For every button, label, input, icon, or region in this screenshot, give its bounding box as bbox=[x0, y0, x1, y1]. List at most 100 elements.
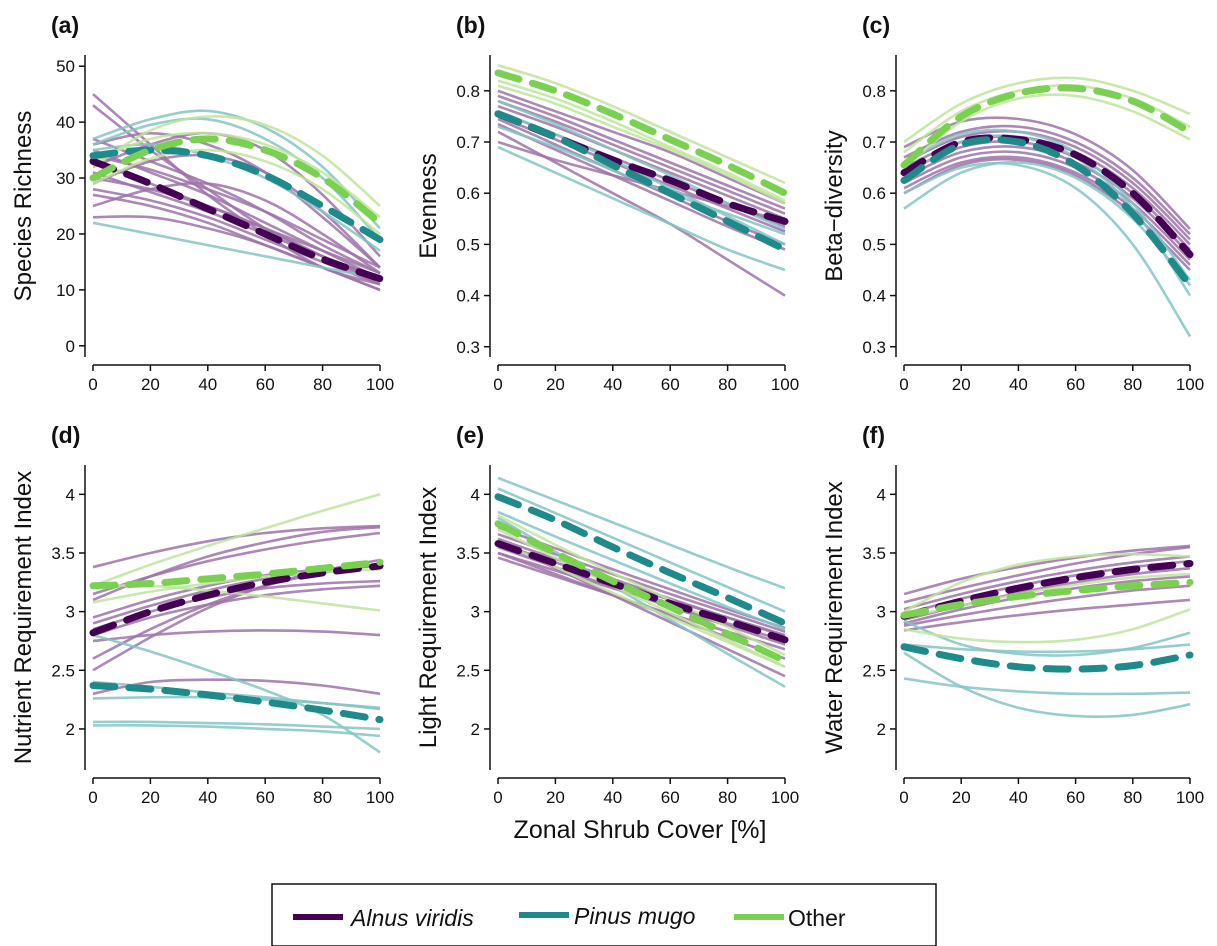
panel-f: 0 20 40 60 80 100 2 2.5 3 3.5 4 Water Requirement I… bbox=[821, 422, 1204, 807]
legend-label-alnus: Alnus viridis bbox=[349, 905, 474, 931]
individual-curve-alnus bbox=[497, 525, 786, 630]
individual-curve-alnus bbox=[903, 555, 1191, 611]
individual-curve-alnus bbox=[497, 94, 786, 210]
y-tick-label: 3 bbox=[471, 603, 480, 622]
mean-curve-other bbox=[89, 135, 384, 227]
x-tick-label: 80 bbox=[313, 375, 332, 394]
individual-curve-pinus bbox=[92, 633, 381, 754]
y-tick-label: 0 bbox=[66, 337, 75, 356]
y-tick-label: 0.5 bbox=[862, 235, 886, 254]
x-tick-label: 20 bbox=[546, 788, 565, 807]
x-tick-label: 60 bbox=[661, 375, 680, 394]
individual-curve-alnus bbox=[92, 584, 381, 637]
individual-curve-alnus bbox=[903, 124, 1191, 236]
individual-curve-alnus bbox=[92, 524, 381, 569]
individual-curve-other bbox=[497, 528, 786, 668]
x-tick-label: 0 bbox=[88, 375, 97, 394]
shared-x-axis-label: Zonal Shrub Cover [%] bbox=[514, 816, 767, 844]
y-axis-label: Evenness bbox=[415, 153, 442, 258]
mean-curve-other bbox=[900, 578, 1194, 619]
x-tick-label: 40 bbox=[198, 375, 217, 394]
individual-curve-pinus bbox=[497, 487, 786, 613]
panel-label: (b) bbox=[456, 12, 485, 38]
individual-curve-pinus bbox=[903, 619, 1191, 657]
individual-curve-pinus bbox=[903, 643, 1191, 654]
mean-curve-alnus bbox=[900, 134, 1194, 259]
x-tick-label: 40 bbox=[603, 788, 622, 807]
x-tick-label: 0 bbox=[493, 788, 502, 807]
mean-curve-alnus bbox=[89, 157, 384, 283]
individual-curve-pinus bbox=[92, 720, 381, 731]
y-axis-label: Light Requirement Index bbox=[415, 487, 442, 749]
individual-curve-pinus bbox=[903, 161, 1191, 287]
x-tick-label: 20 bbox=[952, 788, 971, 807]
individual-curve-alnus bbox=[903, 584, 1191, 627]
y-tick-label: 0.7 bbox=[456, 133, 480, 152]
y-tick-label: 0.8 bbox=[456, 82, 480, 101]
y-tick-label: 0.3 bbox=[456, 338, 480, 357]
panel-e: 0 20 40 60 80 100 2 2.5 3 3.5 4 Light Requirement I… bbox=[415, 422, 799, 807]
mean-curve-other bbox=[494, 520, 789, 665]
y-tick-label: 2 bbox=[66, 720, 75, 739]
x-tick-label: 60 bbox=[1066, 375, 1085, 394]
x-tick-label: 100 bbox=[771, 788, 799, 807]
individual-curve-pinus bbox=[903, 128, 1192, 281]
x-tick-label: 20 bbox=[141, 375, 160, 394]
individual-curve-pinus bbox=[497, 476, 786, 590]
individual-curve-other bbox=[497, 514, 786, 657]
x-tick-label: 20 bbox=[952, 375, 971, 394]
individual-curve-alnus bbox=[92, 525, 381, 602]
y-tick-label: 2 bbox=[471, 720, 480, 739]
mean-curve-pinus bbox=[89, 682, 384, 724]
x-tick-label: 100 bbox=[1176, 375, 1204, 394]
y-tick-label: 40 bbox=[56, 113, 75, 132]
panel-label: (a) bbox=[51, 12, 79, 38]
y-axis-label: Nutrient Requirement Index bbox=[10, 471, 37, 764]
x-tick-label: 0 bbox=[88, 788, 97, 807]
mean-curve-alnus bbox=[89, 562, 384, 637]
individual-curve-other bbox=[903, 552, 1191, 613]
x-tick-label: 40 bbox=[603, 375, 622, 394]
y-tick-label: 3.5 bbox=[51, 544, 75, 563]
y-tick-label: 3.5 bbox=[862, 544, 886, 563]
individual-curve-other bbox=[903, 76, 1191, 144]
x-tick-label: 0 bbox=[899, 788, 908, 807]
x-tick-label: 80 bbox=[1123, 375, 1142, 394]
y-tick-label: 0.6 bbox=[862, 184, 886, 203]
x-tick-label: 80 bbox=[1123, 788, 1142, 807]
panel-label: (e) bbox=[456, 422, 484, 448]
individual-curve-alnus bbox=[497, 89, 786, 205]
mean-curve-other bbox=[900, 84, 1194, 169]
panel-d: 0 20 40 60 80 100 2 2.5 3 3.5 4 Nutrient Requiremen… bbox=[10, 422, 394, 807]
individual-curve-alnus bbox=[903, 155, 1191, 266]
individual-curve-alnus bbox=[497, 99, 786, 215]
individual-curve-other bbox=[903, 608, 1191, 644]
y-tick-label: 0.3 bbox=[862, 338, 886, 357]
panel-c: 0 20 40 60 80 100 0.3 0.4 0.5 0.6 0.7 0.8 Beta−diver… bbox=[821, 12, 1204, 394]
mean-curve-other bbox=[494, 69, 789, 197]
legend-label-pinus: Pinus mugo bbox=[574, 903, 696, 929]
y-tick-label: 4 bbox=[877, 485, 886, 504]
mean-curve-pinus bbox=[494, 493, 789, 627]
panel-b: 0 20 40 60 80 100 0.3 0.4 0.5 0.6 0.7 0.8 Evenness (b… bbox=[415, 12, 799, 394]
individual-curve-other bbox=[92, 148, 381, 236]
x-tick-label: 80 bbox=[718, 788, 737, 807]
individual-curve-other bbox=[497, 63, 786, 185]
mean-curve-pinus bbox=[900, 643, 1194, 673]
x-tick-label: 100 bbox=[366, 375, 394, 394]
y-axis-label: Species Richness bbox=[10, 111, 37, 302]
mean-curve-pinus bbox=[494, 110, 789, 253]
legend: Alnus viridis Pinus mugo Other bbox=[271, 883, 937, 946]
y-tick-label: 0.6 bbox=[456, 184, 480, 203]
x-tick-label: 60 bbox=[1066, 788, 1085, 807]
individual-curve-other bbox=[497, 79, 786, 203]
individual-curve-pinus bbox=[903, 651, 1191, 718]
y-tick-label: 0.4 bbox=[456, 287, 480, 306]
individual-curve-pinus bbox=[92, 221, 381, 280]
x-tick-label: 100 bbox=[366, 788, 394, 807]
individual-curve-alnus bbox=[903, 150, 1191, 261]
mean-curve-pinus bbox=[900, 136, 1194, 289]
legend-frame bbox=[271, 883, 937, 946]
individual-curve-other bbox=[92, 131, 381, 219]
